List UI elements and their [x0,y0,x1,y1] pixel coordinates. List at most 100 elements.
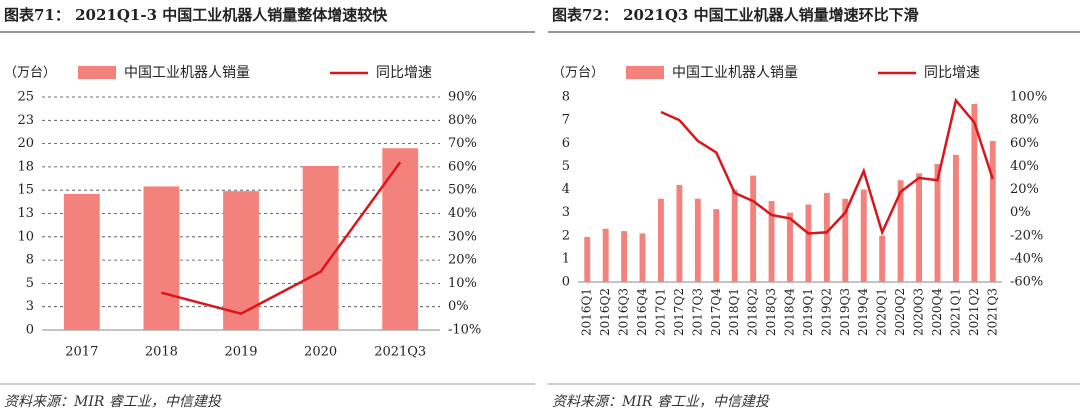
y-tick-label: 5 [562,159,570,174]
y-axis-label: （万台） [552,66,604,81]
y-tick-label: 25 [17,90,34,105]
y-tick-label: 2 [562,228,570,243]
chart-title: 图表72： 2021Q3 中国工业机器人销量增速环比下滑 [552,6,919,24]
y2-tick-label: 40% [448,206,477,221]
x-tick-label: 2017Q1 [653,288,667,336]
bar [805,204,812,282]
y-tick-label: 10 [17,229,34,244]
bar [731,189,738,282]
x-tick-label: 2019Q2 [819,288,833,336]
y-tick-label: 20 [17,136,34,151]
line [161,161,402,316]
bar [952,154,959,282]
bar [694,198,701,282]
source: 资料来源：MIR 睿工业，中信建投 [552,394,771,410]
y2-tick-label: 20% [448,253,477,268]
y2-tick-label: -60% [1010,275,1043,290]
y-tick-label: 1 [562,251,570,266]
y2-tick-label: 0% [448,299,469,314]
y-tick-label: 3 [26,299,34,314]
y-tick-label: 23 [17,113,34,128]
x-tick-label: 2016Q3 [617,288,631,336]
x-tick-label: 2019Q3 [838,288,852,336]
bar [302,165,339,330]
y-tick-label: 18 [17,159,34,174]
y-tick-label: 0 [26,323,34,338]
x-tick-label: 2020Q2 [893,288,907,336]
bar [750,175,757,282]
legend-label: 同比增速 [924,65,980,81]
y-tick-label: 8 [26,253,34,268]
bar [63,193,100,330]
y-tick-label: 3 [562,205,570,220]
y2-tick-label: 80% [448,113,477,128]
y2-tick-label: 100% [1010,90,1047,105]
bar [143,186,180,330]
legend-swatch [78,66,116,79]
legend-label: 中国工业机器人销量 [672,65,798,81]
y-tick-label: 13 [17,206,34,221]
bar [787,212,793,282]
y-tick-label: 4 [562,182,570,197]
x-tick-label: 2017Q4 [709,288,723,336]
chart-title: 图表71： 2021Q1-3 中国工业机器人销量整体增速较快 [4,6,388,24]
x-tick-label: 2017Q2 [672,288,686,336]
x-tick-label: 2016Q4 [635,288,649,336]
bar [879,235,886,282]
y2-tick-label: 90% [448,90,477,105]
x-tick-label: 2019Q1 [801,288,815,336]
bar [916,173,922,282]
x-tick-label: 2018 [145,345,178,360]
source: 资料来源：MIR 睿工业，中信建投 [4,394,223,410]
y-tick-label: 5 [26,276,34,291]
x-tick-label: 2016Q2 [598,288,612,336]
y2-tick-label: 30% [448,229,477,244]
y2-tick-label: 0% [1010,205,1031,220]
bar [971,103,978,282]
bar [842,198,849,282]
bar [897,180,904,282]
y2-tick-label: 70% [448,136,477,151]
x-tick-label: 2016Q1 [580,288,594,336]
x-tick-label: 2021Q3 [985,288,999,336]
y-axis-label: （万台） [4,66,56,81]
y2-tick-label: 40% [1010,159,1039,174]
x-tick-label: 2019Q4 [856,288,870,336]
y-tick-label: 15 [17,183,34,198]
x-tick-label: 2020Q3 [912,288,926,336]
y-tick-label: 0 [562,275,570,290]
x-tick-label: 2017 [65,345,98,360]
y-tick-label: 7 [562,113,570,128]
bar [621,231,628,282]
y2-tick-label: 50% [448,183,477,198]
bar [713,209,720,282]
bar [989,140,996,282]
y2-tick-label: 60% [448,159,477,174]
y2-tick-label: -40% [1010,251,1043,266]
bar [860,189,867,282]
bar [602,228,609,282]
y2-tick-label: -10% [448,323,481,338]
x-tick-label: 2020 [304,345,337,360]
legend-swatch [626,66,664,79]
y2-tick-label: 60% [1010,136,1039,151]
bar [676,184,683,282]
x-tick-label: 2021Q3 [374,345,426,360]
x-tick-label: 2018Q4 [783,288,797,336]
bar [658,198,664,282]
bar [584,236,591,282]
x-tick-label: 2018Q3 [764,288,778,336]
y2-tick-label: 80% [1010,113,1039,128]
bar [823,192,830,282]
legend-label: 中国工业机器人销量 [124,65,250,81]
y2-tick-label: 20% [1010,182,1039,197]
bar [768,201,775,282]
x-tick-label: 2019 [224,345,257,360]
x-tick-label: 2017Q3 [690,288,704,336]
y2-tick-label: -20% [1010,228,1043,243]
x-tick-label: 2018Q1 [727,288,741,336]
y-tick-label: 6 [562,136,570,151]
bar [382,148,419,330]
line [660,97,994,236]
